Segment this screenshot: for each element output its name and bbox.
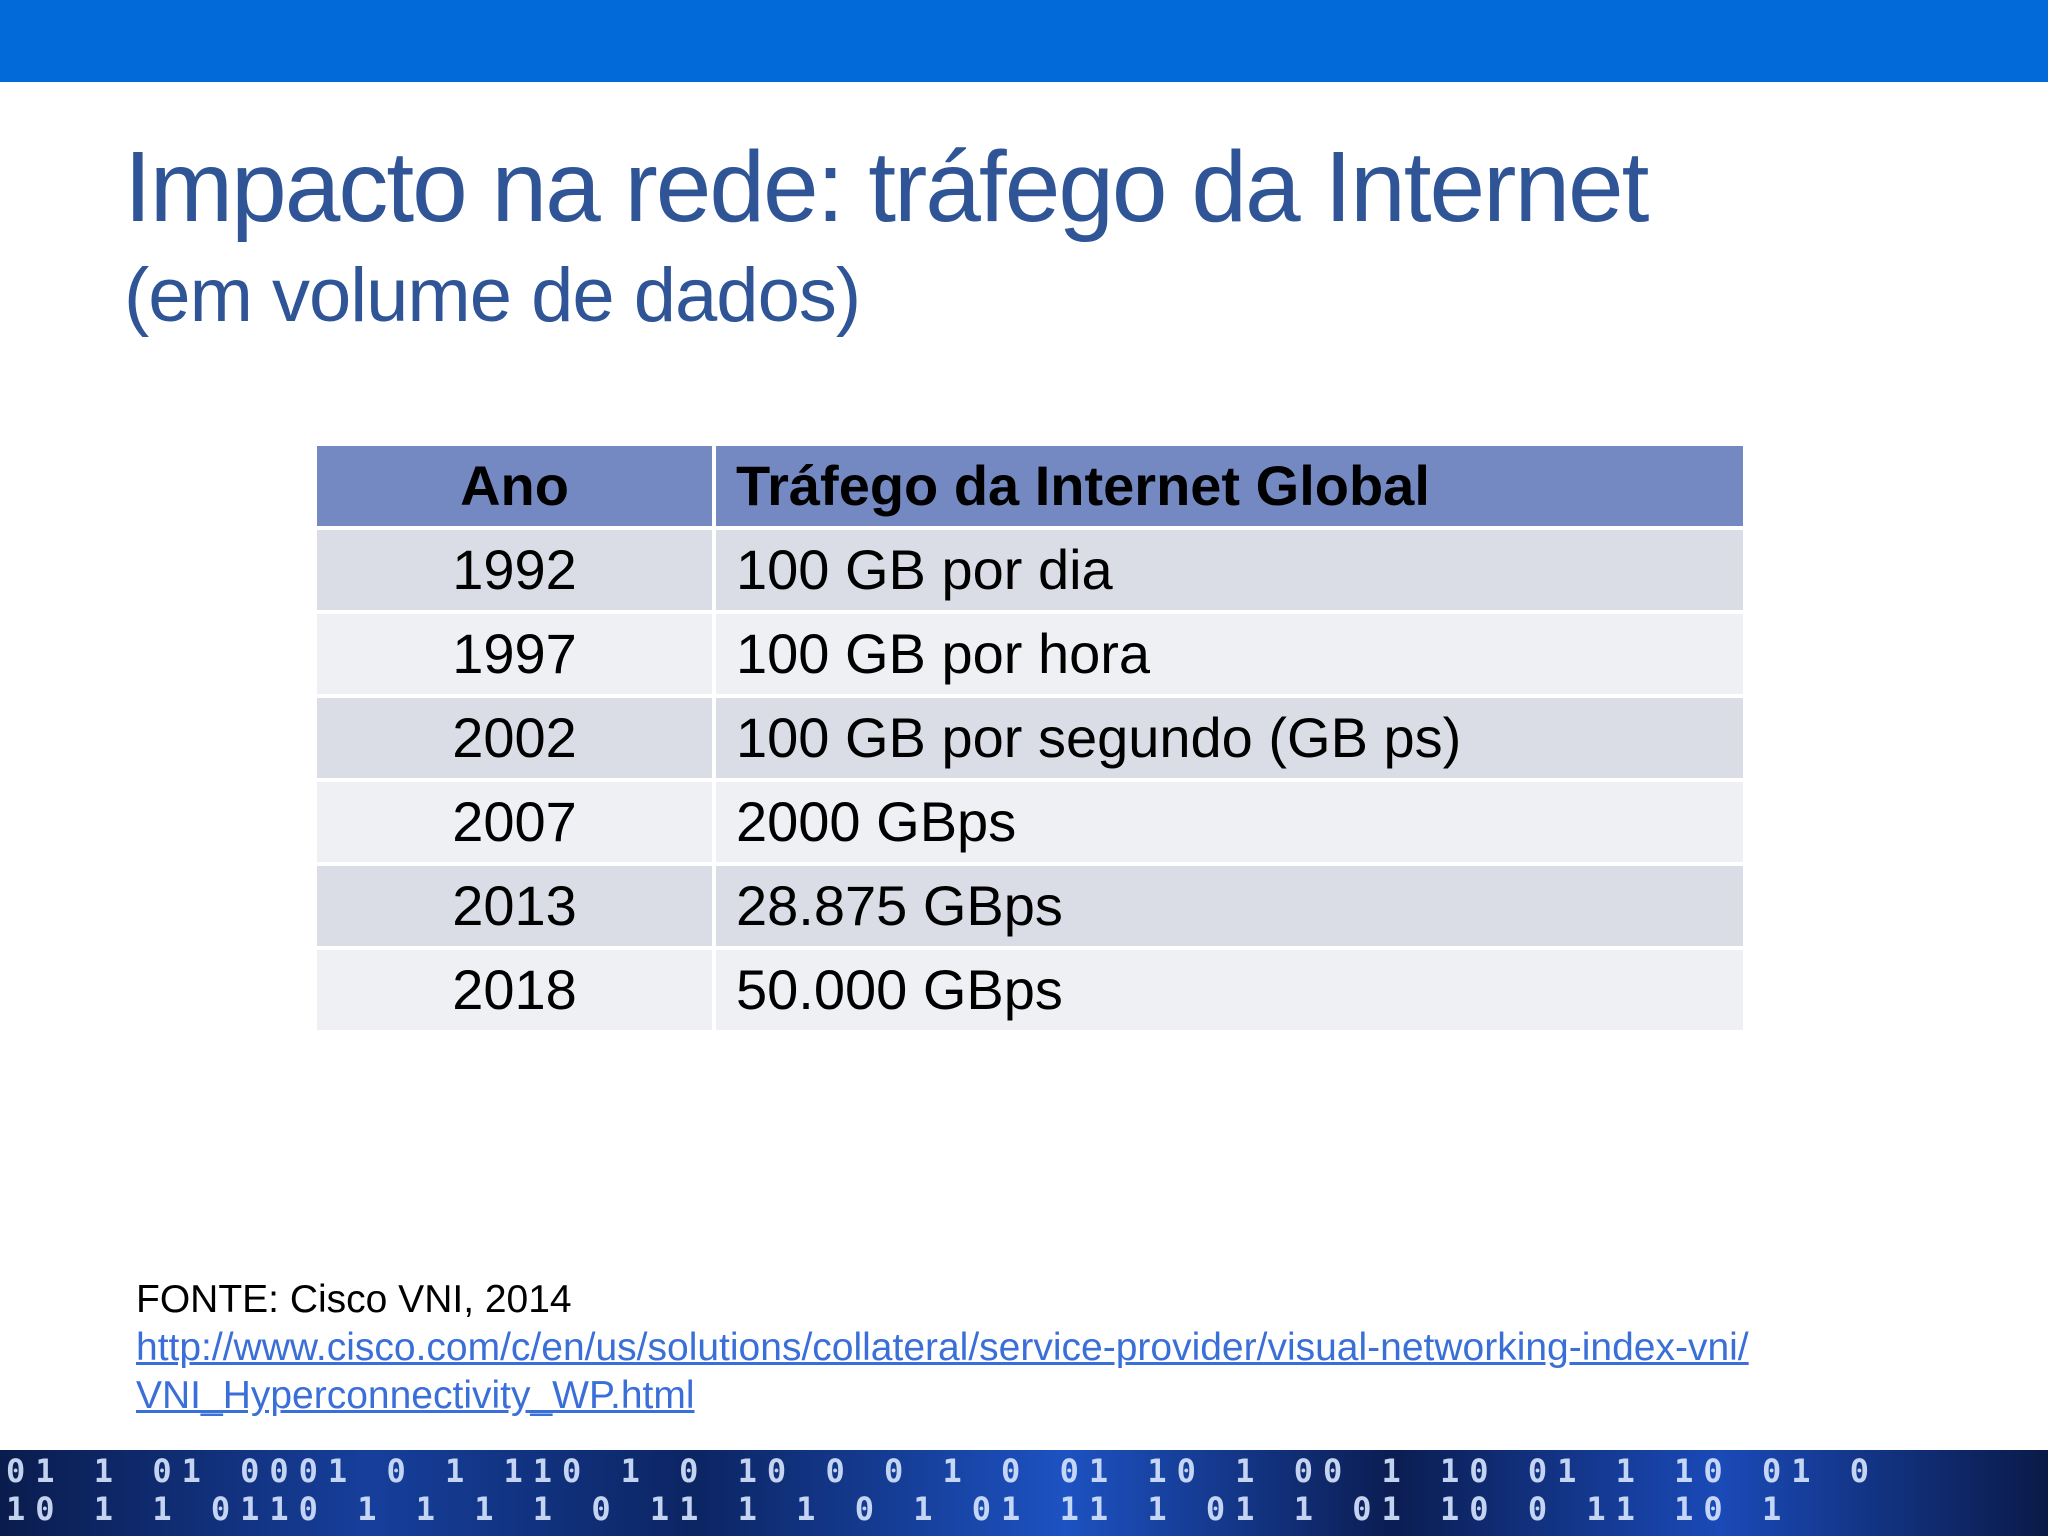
table-row: 2007 2000 GBps bbox=[317, 782, 1743, 862]
table-row: 2002 100 GB por segundo (GB ps) bbox=[317, 698, 1743, 778]
table-row: 2013 28.875 GBps bbox=[317, 866, 1743, 946]
binary-pattern-row: 01 1 01 0001 0 1 110 1 0 10 0 0 1 0 01 1… bbox=[6, 1452, 1879, 1490]
cell-year: 2013 bbox=[317, 866, 712, 946]
cell-year: 2007 bbox=[317, 782, 712, 862]
cell-traffic: 100 GB por segundo (GB ps) bbox=[716, 698, 1743, 778]
source-link-line-1: http://www.cisco.com/c/en/us/solutions/c… bbox=[136, 1326, 1749, 1369]
slide-subtitle: (em volume de dados) bbox=[124, 253, 861, 338]
header-traffic: Tráfego da Internet Global bbox=[716, 446, 1743, 526]
top-accent-bar bbox=[0, 0, 2048, 82]
binary-pattern-row: 10 1 1 0110 1 1 1 1 0 11 1 1 0 1 01 11 1… bbox=[6, 1490, 1792, 1528]
cell-traffic: 100 GB por hora bbox=[716, 614, 1743, 694]
cell-traffic: 28.875 GBps bbox=[716, 866, 1743, 946]
cell-year: 2002 bbox=[317, 698, 712, 778]
table-row: 1992 100 GB por dia bbox=[317, 530, 1743, 610]
cell-year: 1997 bbox=[317, 614, 712, 694]
source-label: FONTE: Cisco VNI, 2014 bbox=[136, 1278, 572, 1321]
header-year: Ano bbox=[317, 446, 712, 526]
traffic-table: Ano Tráfego da Internet Global 1992 100 … bbox=[313, 442, 1747, 1034]
source-citation: FONTE: Cisco VNI, 2014 http://www.cisco.… bbox=[136, 1276, 1996, 1420]
table-row: 1997 100 GB por hora bbox=[317, 614, 1743, 694]
cell-traffic: 50.000 GBps bbox=[716, 950, 1743, 1030]
binary-code-footer-image: 01 1 01 0001 0 1 110 1 0 10 0 0 1 0 01 1… bbox=[0, 1450, 2048, 1536]
slide-title: Impacto na rede: tráfego da Internet bbox=[124, 131, 1649, 243]
cell-year: 1992 bbox=[317, 530, 712, 610]
source-link-line-2: VNI_Hyperconnectivity_WP.html bbox=[136, 1374, 695, 1417]
table-header-row: Ano Tráfego da Internet Global bbox=[317, 446, 1743, 526]
source-link[interactable]: http://www.cisco.com/c/en/us/solutions/c… bbox=[136, 1324, 1996, 1420]
cell-year: 2018 bbox=[317, 950, 712, 1030]
cell-traffic: 100 GB por dia bbox=[716, 530, 1743, 610]
cell-traffic: 2000 GBps bbox=[716, 782, 1743, 862]
table-row: 2018 50.000 GBps bbox=[317, 950, 1743, 1030]
